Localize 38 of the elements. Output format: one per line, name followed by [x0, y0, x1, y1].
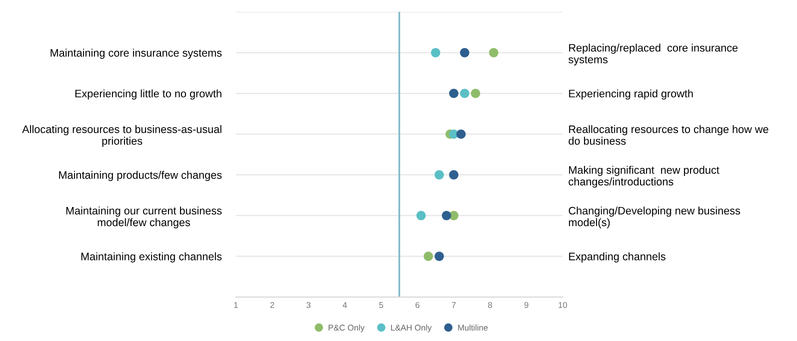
x-tick-label: 5: [379, 302, 384, 308]
x-tick-label: 2: [270, 302, 274, 308]
point: [489, 48, 498, 58]
x-tick-label: 6: [416, 302, 420, 308]
point: [430, 48, 440, 58]
x-tick-label: 4: [342, 302, 347, 308]
y2-tick-label: Replacing/replaced core insurance systems: [568, 44, 738, 66]
x-tick-label: 8: [488, 302, 492, 308]
point: [416, 210, 426, 220]
x-tick-label: 1: [234, 302, 238, 308]
y2-tick-label: Experiencing rapid growth: [569, 89, 693, 100]
x-tick-label: 9: [524, 302, 528, 308]
y2-tick-label: Making significant new product changes/introductions: [568, 166, 720, 188]
x-tick-label: 10: [558, 302, 567, 308]
point: [449, 170, 458, 180]
point: [424, 252, 433, 261]
y-tick-label: Experiencing little to no growth: [75, 89, 222, 100]
point: [434, 252, 444, 261]
y2-tick-label: Reallocating resources to change how we do business: [568, 125, 768, 145]
legend-label: Multiline: [458, 324, 488, 331]
point: [434, 170, 444, 180]
y2-tick-label: Expanding channels: [569, 252, 666, 262]
y-tick-label: Maintaining products/few changes: [59, 170, 222, 182]
y-tick-label: Maintaining existing channels: [81, 252, 222, 262]
legend-label: L&AH Only: [391, 324, 432, 332]
y-tick-label: Allocating resources to business-as-usual priorities: [22, 125, 222, 147]
y-tick-label: Maintaining our current business model/few changes: [66, 206, 222, 228]
point: [449, 88, 458, 98]
point: [442, 210, 452, 220]
point: [456, 129, 466, 139]
point: [460, 48, 470, 58]
legend-label: P&C Only: [328, 324, 365, 332]
y-tick-label: Maintaining core insurance systems: [50, 48, 222, 59]
point: [470, 88, 480, 98]
y2-tick-label: Changing/Developing new business model(s): [568, 206, 740, 228]
x-tick-label: 7: [452, 302, 456, 308]
x-tick-label: 3: [306, 302, 310, 308]
point: [460, 88, 470, 98]
